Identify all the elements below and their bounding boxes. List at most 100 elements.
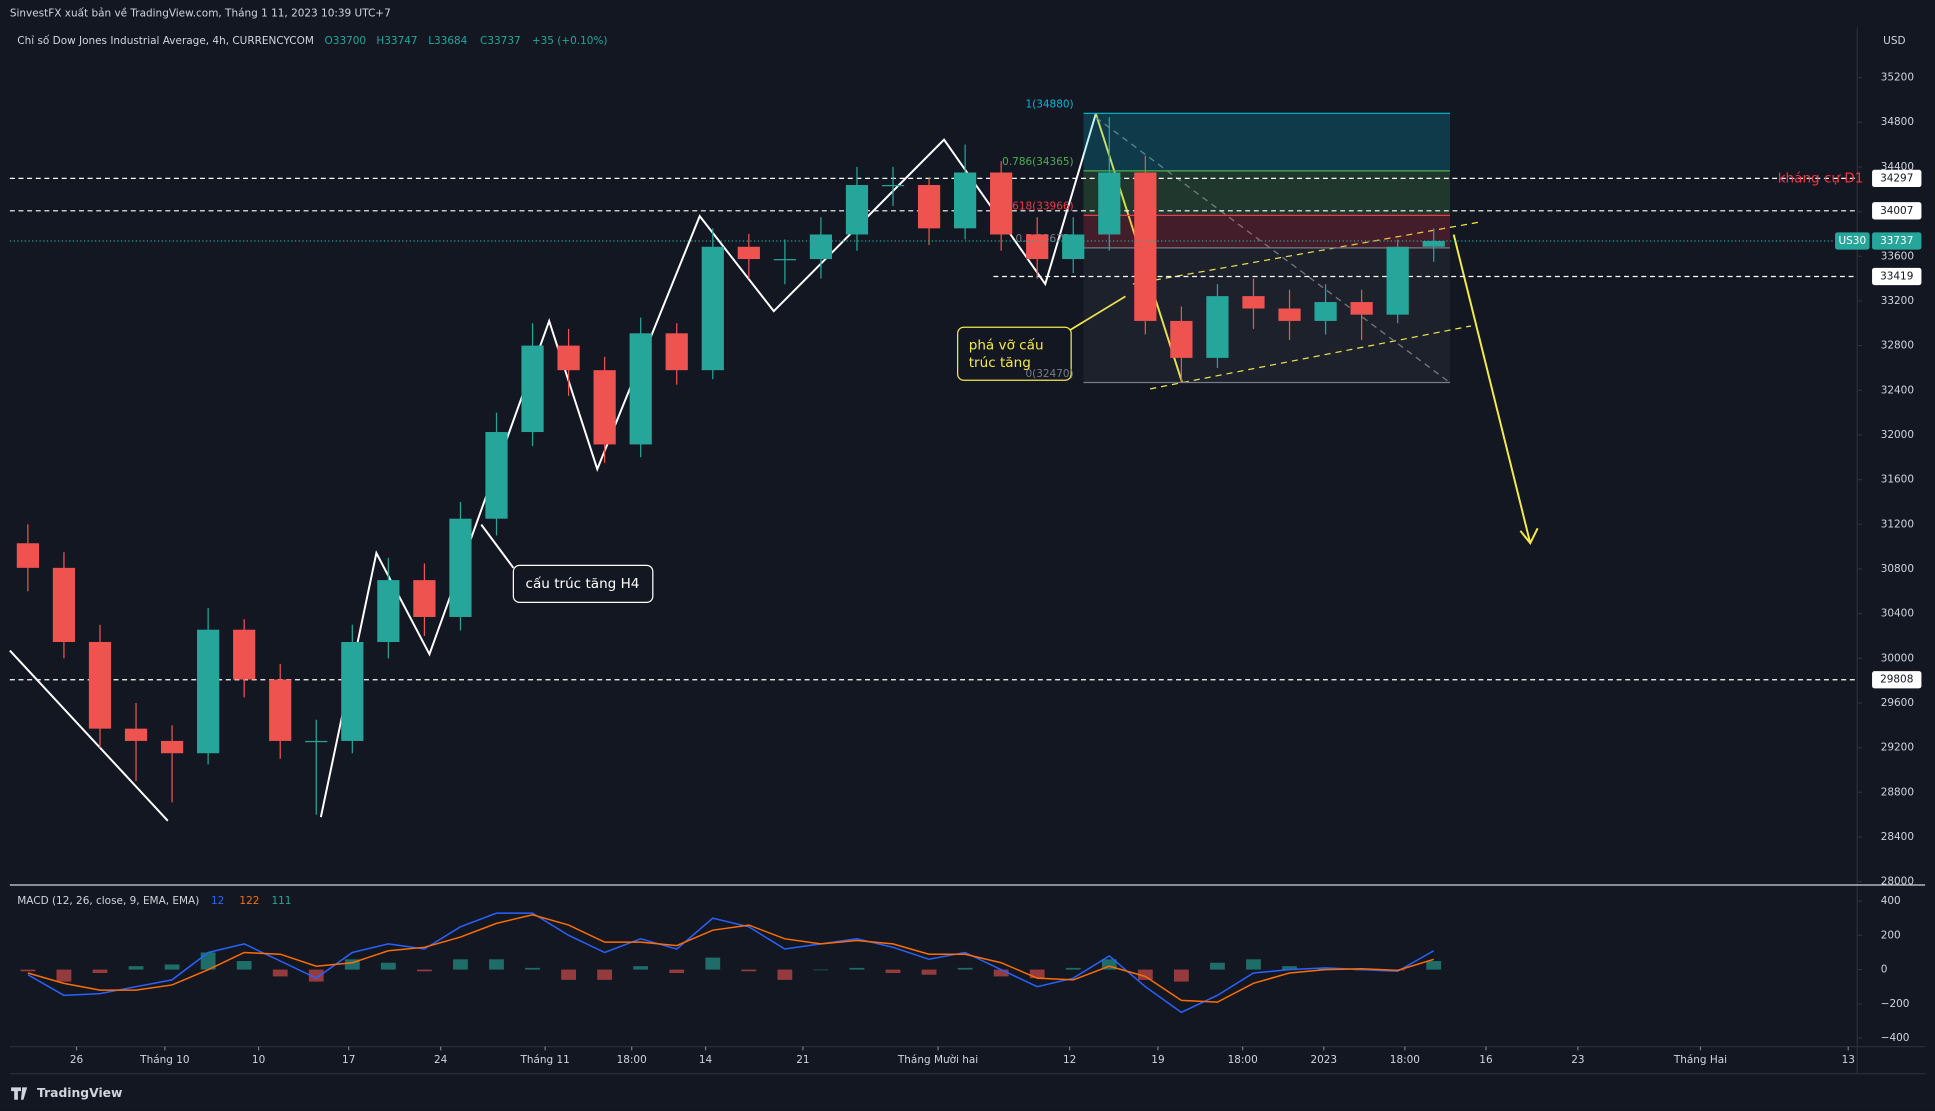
candle-body	[557, 345, 580, 371]
histogram-bar	[453, 959, 468, 970]
candle-body	[377, 580, 400, 642]
histogram-bar	[1318, 967, 1333, 970]
price-box	[1872, 202, 1922, 220]
x-tick-label: Tháng 11	[519, 1054, 569, 1066]
candle-body	[1170, 320, 1193, 358]
fib-label: 0.618(33966)	[1002, 201, 1073, 213]
x-tick-label: 10	[252, 1054, 265, 1066]
x-tick-label: 18:00	[1390, 1054, 1420, 1066]
candle-body	[701, 246, 724, 371]
candle-body	[1278, 308, 1301, 321]
histogram-bar	[1137, 969, 1153, 980]
diagonal	[1095, 116, 1451, 384]
callout-box	[957, 326, 1072, 381]
histogram-bar	[236, 961, 252, 970]
candle-body	[160, 740, 184, 754]
histogram-bar	[308, 969, 324, 982]
change-label: +35 (+0.10%)	[532, 35, 608, 47]
y-tick-label: 31200	[1881, 518, 1914, 530]
x-tick-label: 24	[434, 1054, 448, 1066]
histogram-bar	[1029, 969, 1045, 979]
publisher: SinvestFX xuất bản về TradingView.com, T…	[10, 8, 391, 20]
y-tick-label: −400	[1881, 1032, 1910, 1044]
annotation: cấu trúc tăng H4	[526, 576, 640, 592]
chart-title: Chỉ số Dow Jones Industrial Average, 4h,…	[17, 35, 314, 47]
histogram-bar	[128, 966, 144, 970]
candle-body	[305, 740, 328, 743]
y-tick-label: 400	[1881, 895, 1901, 907]
candle-body	[1314, 302, 1337, 321]
price-box	[1872, 267, 1922, 286]
x-tick-label: 21	[796, 1054, 809, 1066]
yellow-drawings	[1068, 113, 1539, 545]
price-label: 34007	[1880, 205, 1913, 217]
x-tick-label: 16	[1479, 1054, 1492, 1066]
y-tick-label: 30400	[1881, 608, 1914, 620]
candle-body	[809, 234, 833, 260]
candle-body	[1386, 246, 1409, 315]
candle-body	[1242, 296, 1265, 309]
x-tick-label: 19	[1151, 1054, 1164, 1066]
y-tick-label: 32400	[1881, 384, 1914, 396]
y-axis-label: USD	[1883, 35, 1905, 47]
histogram-bar	[417, 969, 432, 972]
zigzag-line	[9, 649, 169, 822]
y-tick-label: 0	[1881, 964, 1888, 976]
y-tick-label: 29200	[1881, 742, 1914, 754]
channel-line	[1150, 325, 1472, 390]
y-tick-label: 34800	[1881, 116, 1914, 128]
histogram-bar	[1210, 962, 1225, 970]
candle-body	[197, 629, 220, 754]
price-label: 33737	[1880, 235, 1913, 247]
y-tick-label: −200	[1881, 998, 1910, 1010]
x-tick-label: Tháng Mười hai	[897, 1054, 978, 1066]
symbol-box	[1835, 232, 1870, 250]
histogram-bar	[993, 969, 1009, 977]
ohlc-label: O33700	[325, 35, 367, 47]
histogram-bar	[380, 962, 396, 970]
histogram-bar	[561, 969, 576, 980]
y-tick-label: 28800	[1881, 786, 1914, 798]
candle-body	[845, 185, 869, 235]
candle-body	[1098, 172, 1121, 235]
x-tick-label: 26	[70, 1054, 83, 1066]
price-box	[1872, 169, 1922, 188]
histogram-bar	[669, 969, 685, 974]
candle-body	[990, 172, 1013, 235]
x-tick-label: 13	[1842, 1054, 1855, 1066]
ohlc-label: C33737	[480, 35, 521, 47]
x-tick-label: 18:00	[617, 1054, 647, 1066]
y-tick-label: 33600	[1881, 250, 1914, 262]
histogram-bar	[849, 967, 865, 970]
histogram-bar	[741, 969, 757, 972]
x-tick-label: 14	[699, 1054, 713, 1066]
readout: 12	[211, 895, 224, 907]
histogram-bar	[633, 966, 649, 970]
histogram-bar	[200, 952, 216, 970]
histogram-bar	[525, 967, 540, 970]
y-tick-label: 32000	[1881, 429, 1914, 441]
top-bar	[0, 0, 1935, 28]
x-tick-label: 23	[1571, 1054, 1584, 1066]
y-tick-label: 33200	[1881, 295, 1914, 307]
fib-zone	[1083, 113, 1451, 171]
callout-box	[512, 564, 654, 604]
candle-body	[1206, 296, 1229, 358]
histogram-bar	[92, 969, 108, 974]
y-tick-label: 30000	[1881, 652, 1914, 664]
ohlc-label: H33747	[376, 35, 417, 47]
readout: 111	[271, 895, 291, 907]
y-tick-label: 28000	[1881, 876, 1914, 888]
candle-body	[953, 172, 977, 229]
y-tick-label: 29600	[1881, 697, 1914, 709]
histogram-bar	[1426, 961, 1442, 970]
fib-label: 1(34880)	[1025, 99, 1073, 111]
price-label: 34297	[1880, 172, 1913, 184]
x-tick-label: Tháng Hai	[1673, 1054, 1727, 1066]
channel-line	[1132, 221, 1479, 285]
symbol-tag: US30	[1838, 235, 1866, 247]
candle-body	[773, 259, 796, 261]
histogram-bar	[20, 969, 36, 972]
